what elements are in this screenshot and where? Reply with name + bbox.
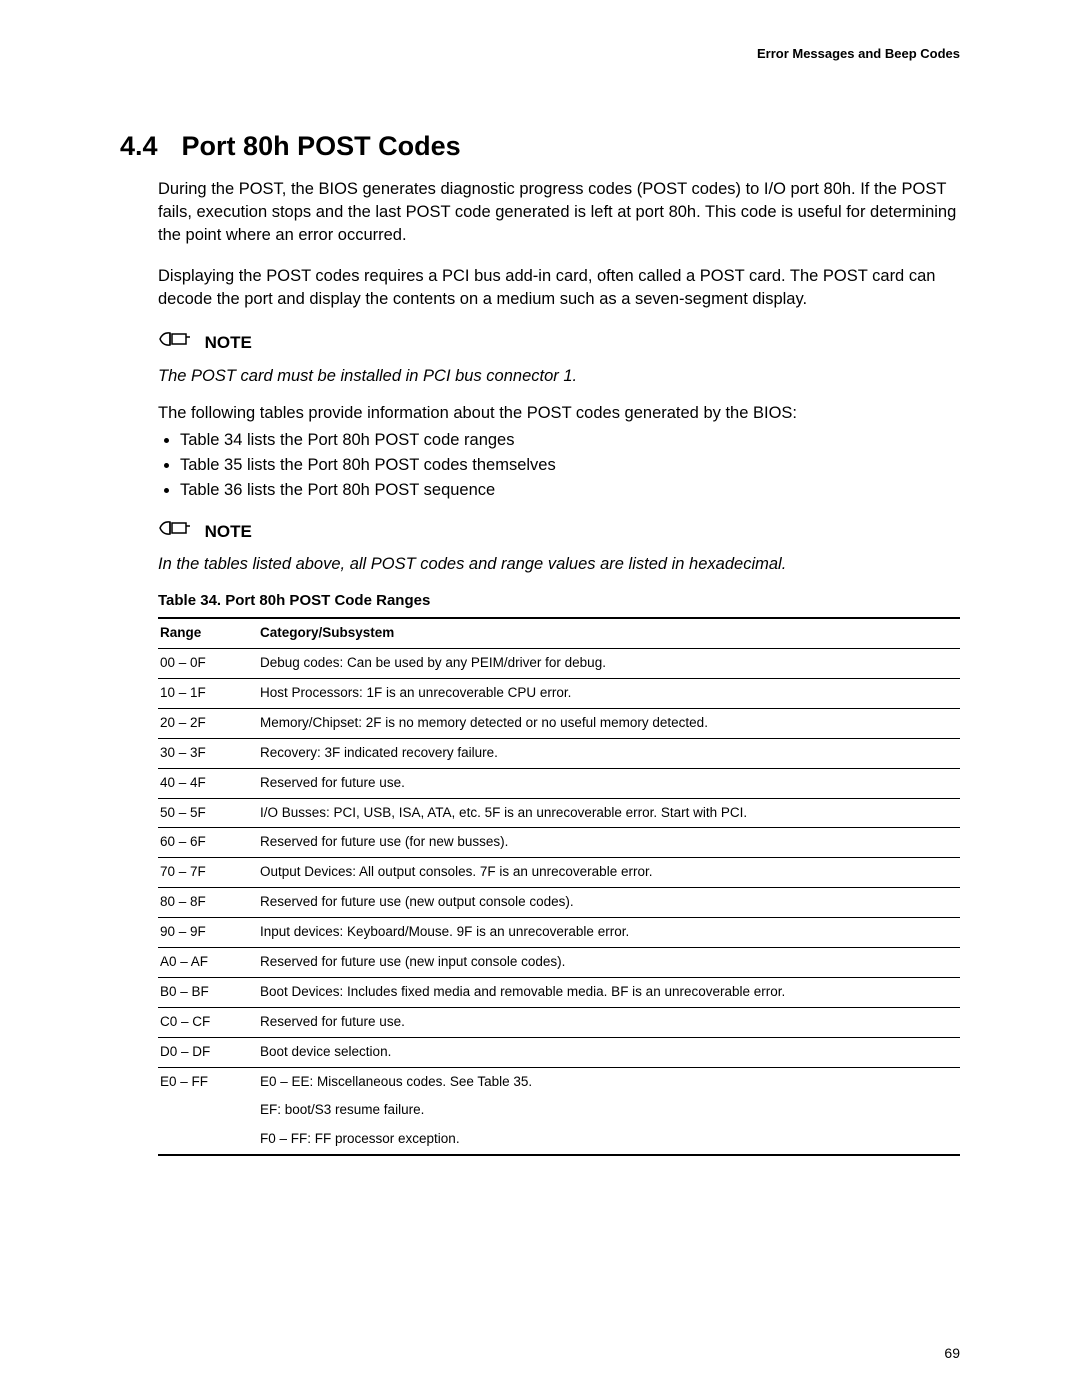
cell-desc: Input devices: Keyboard/Mouse. 9F is an … [258,918,960,948]
note-label: NOTE [205,520,252,544]
table-row: C0 – CFReserved for future use. [158,1007,960,1037]
cell-desc: Memory/Chipset: 2F is no memory detected… [258,708,960,738]
table-header-row: Range Category/Subsystem [158,618,960,648]
note-label: NOTE [205,331,252,355]
table-row: B0 – BFBoot Devices: Includes fixed medi… [158,977,960,1007]
page-number: 69 [944,1345,960,1361]
table-row: 50 – 5FI/O Busses: PCI, USB, ISA, ATA, e… [158,798,960,828]
bullet-list: Table 34 lists the Port 80h POST code ra… [158,429,960,502]
cell-desc: Reserved for future use. [258,768,960,798]
note-header: NOTE [158,329,960,356]
body-content: During the POST, the BIOS generates diag… [158,178,960,1156]
cell-range: 80 – 8F [158,888,258,918]
cell-desc: F0 – FF: FF processor exception. [258,1125,960,1155]
table-header-range: Range [158,618,258,648]
table-caption: Table 34. Port 80h POST Code Ranges [158,590,960,611]
table-row: 30 – 3FRecovery: 3F indicated recovery f… [158,738,960,768]
cell-desc: Boot Devices: Includes fixed media and r… [258,977,960,1007]
cell-range: B0 – BF [158,977,258,1007]
list-item: Table 36 lists the Port 80h POST sequenc… [180,479,960,502]
cell-range: 30 – 3F [158,738,258,768]
note-text: The POST card must be installed in PCI b… [158,365,960,388]
section-title-text: Port 80h POST Codes [182,131,461,161]
cell-range: C0 – CF [158,1007,258,1037]
note-icon [158,518,192,545]
table-row: A0 – AFReserved for future use (new inpu… [158,948,960,978]
cell-range: 20 – 2F [158,708,258,738]
cell-desc: Output Devices: All output consoles. 7F … [258,858,960,888]
cell-range: 50 – 5F [158,798,258,828]
cell-range: 70 – 7F [158,858,258,888]
cell-range [158,1125,258,1155]
cell-range [158,1096,258,1125]
paragraph: During the POST, the BIOS generates diag… [158,178,960,247]
cell-desc: EF: boot/S3 resume failure. [258,1096,960,1125]
section-number: 4.4 [120,131,158,162]
paragraph: The following tables provide information… [158,402,960,425]
table-header-category: Category/Subsystem [258,618,960,648]
cell-desc: Host Processors: 1F is an unrecoverable … [258,679,960,709]
cell-range: 00 – 0F [158,649,258,679]
table-row: 40 – 4FReserved for future use. [158,768,960,798]
table-row: 70 – 7FOutput Devices: All output consol… [158,858,960,888]
cell-range: 90 – 9F [158,918,258,948]
table-row: 80 – 8FReserved for future use (new outp… [158,888,960,918]
cell-desc: Reserved for future use (for new busses)… [258,828,960,858]
cell-desc: Recovery: 3F indicated recovery failure. [258,738,960,768]
note-icon [158,329,192,356]
cell-desc: I/O Busses: PCI, USB, ISA, ATA, etc. 5F … [258,798,960,828]
cell-desc: Reserved for future use (new output cons… [258,888,960,918]
cell-range: 60 – 6F [158,828,258,858]
cell-desc: Reserved for future use (new input conso… [258,948,960,978]
table-row: 20 – 2FMemory/Chipset: 2F is no memory d… [158,708,960,738]
paragraph: Displaying the POST codes requires a PCI… [158,265,960,311]
section-heading: 4.4 Port 80h POST Codes [120,131,960,162]
cell-range: 40 – 4F [158,768,258,798]
document-page: Error Messages and Beep Codes 4.4 Port 80… [0,0,1080,1397]
cell-desc: Boot device selection. [258,1037,960,1067]
list-item: Table 34 lists the Port 80h POST code ra… [180,429,960,452]
cell-desc: Debug codes: Can be used by any PEIM/dri… [258,649,960,679]
list-item: Table 35 lists the Port 80h POST codes t… [180,454,960,477]
cell-range: A0 – AF [158,948,258,978]
cell-desc: Reserved for future use. [258,1007,960,1037]
table-row: 00 – 0FDebug codes: Can be used by any P… [158,649,960,679]
running-header: Error Messages and Beep Codes [120,46,960,61]
table-row: EF: boot/S3 resume failure. [158,1096,960,1125]
cell-range: 10 – 1F [158,679,258,709]
table-row: 90 – 9FInput devices: Keyboard/Mouse. 9F… [158,918,960,948]
cell-desc: E0 – EE: Miscellaneous codes. See Table … [258,1067,960,1096]
table-row: D0 – DFBoot device selection. [158,1037,960,1067]
cell-range: E0 – FF [158,1067,258,1096]
table-row: F0 – FF: FF processor exception. [158,1125,960,1155]
note-text: In the tables listed above, all POST cod… [158,553,960,576]
note-header: NOTE [158,518,960,545]
table-row: 10 – 1FHost Processors: 1F is an unrecov… [158,679,960,709]
table-row: E0 – FFE0 – EE: Miscellaneous codes. See… [158,1067,960,1096]
post-code-table: Range Category/Subsystem 00 – 0FDebug co… [158,617,960,1156]
cell-range: D0 – DF [158,1037,258,1067]
table-row: 60 – 6FReserved for future use (for new … [158,828,960,858]
